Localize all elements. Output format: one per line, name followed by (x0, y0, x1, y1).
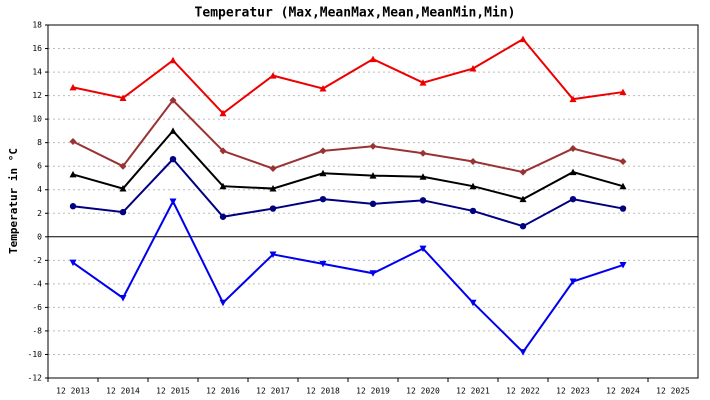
y-tick-label: -8 (32, 326, 42, 335)
marker (269, 165, 277, 173)
marker (519, 168, 527, 176)
marker (619, 88, 627, 96)
marker (569, 278, 577, 286)
marker (469, 157, 477, 165)
x-tick-label: 12 2020 (406, 387, 440, 396)
marker (319, 85, 327, 92)
x-tick-label: 12 2025 (656, 387, 690, 396)
x-tick-label: 12 2014 (106, 387, 140, 396)
series-line (72, 37, 624, 115)
marker (319, 169, 327, 177)
marker (369, 55, 377, 63)
marker (119, 162, 127, 170)
y-tick-label: 12 (32, 91, 42, 100)
marker (369, 172, 377, 179)
marker (469, 299, 477, 307)
y-tick-label: -2 (32, 256, 42, 265)
y-tick-label: 14 (32, 68, 42, 77)
marker (319, 195, 327, 203)
chart-title: Temperatur (Max,MeanMax,Mean,MeanMin,Min… (195, 6, 516, 21)
marker (269, 185, 277, 192)
x-tick-label: 12 2019 (356, 387, 390, 396)
marker (269, 72, 277, 79)
marker (519, 35, 527, 43)
series-line (72, 199, 624, 354)
marker (519, 223, 527, 230)
marker (219, 147, 227, 155)
marker (169, 127, 177, 134)
marker (569, 145, 577, 153)
plot-frame (47, 24, 699, 379)
y-tick-label: -12 (28, 374, 43, 383)
marker (369, 270, 377, 277)
marker (619, 157, 627, 165)
series-line (72, 98, 624, 174)
marker (419, 197, 427, 204)
y-tick-label: 16 (32, 44, 42, 53)
marker (419, 245, 427, 253)
marker (219, 299, 227, 307)
y-tick-label: 18 (32, 21, 42, 30)
y-tick-label: 10 (32, 115, 42, 124)
marker (419, 149, 427, 157)
marker (119, 294, 127, 302)
marker (69, 203, 77, 210)
x-tick-label: 12 2013 (56, 387, 90, 396)
marker (319, 260, 327, 268)
marker (619, 262, 627, 269)
marker (269, 251, 277, 258)
y-tick-label: 4 (37, 185, 42, 194)
series-line (72, 157, 624, 228)
x-tick-label: 12 2017 (256, 387, 290, 396)
marker (169, 198, 177, 205)
marker (619, 205, 627, 212)
x-tick-label: 12 2015 (156, 387, 190, 396)
marker (119, 208, 127, 216)
marker (219, 182, 227, 190)
y-tick-label: 8 (37, 138, 42, 147)
y-axis-label: Temperatur in °C (7, 148, 20, 254)
marker (319, 147, 327, 155)
x-tick-label: 12 2016 (206, 387, 240, 396)
marker (169, 56, 177, 64)
marker (169, 96, 177, 104)
marker (419, 173, 427, 180)
x-tick-label: 12 2018 (306, 387, 340, 396)
marker (119, 94, 127, 101)
marker (169, 155, 177, 163)
marker (569, 168, 577, 176)
marker (469, 207, 477, 215)
marker (369, 142, 377, 150)
x-tick-label: 12 2022 (506, 387, 540, 396)
y-tick-label: -6 (32, 303, 42, 312)
x-tick-label: 12 2024 (606, 387, 640, 396)
marker (519, 195, 527, 203)
marker (619, 182, 627, 190)
y-tick-label: -10 (28, 350, 43, 359)
marker (419, 79, 427, 86)
marker (69, 137, 77, 145)
marker (569, 195, 577, 203)
x-tick-label: 12 2021 (456, 387, 490, 396)
marker (69, 170, 77, 178)
series-line (72, 129, 624, 201)
x-tick-label: 12 2023 (556, 387, 590, 396)
y-tick-label: -4 (32, 279, 42, 288)
y-tick-label: 2 (37, 209, 42, 218)
marker (469, 65, 477, 72)
y-tick-label: 6 (37, 162, 42, 171)
marker (369, 200, 377, 208)
marker (569, 95, 577, 103)
marker (69, 259, 77, 267)
marker (69, 83, 77, 91)
marker (519, 349, 527, 356)
y-tick-label: 0 (37, 232, 42, 241)
marker (219, 213, 227, 220)
marker (219, 109, 227, 117)
marker (119, 185, 127, 192)
marker (269, 205, 277, 212)
marker (469, 182, 477, 190)
